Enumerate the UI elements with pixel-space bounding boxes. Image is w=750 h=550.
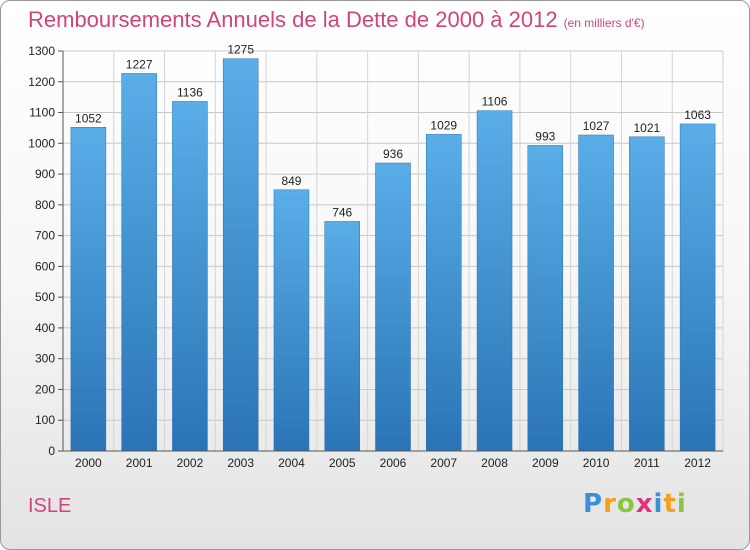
value-label-2001: 1227 xyxy=(126,57,153,71)
bar-2012 xyxy=(679,123,716,452)
value-label-2012: 1063 xyxy=(684,108,711,122)
x-tick-label-2003: 2003 xyxy=(227,456,254,470)
y-tick-label: 800 xyxy=(35,198,55,212)
x-tick-label-2009: 2009 xyxy=(532,456,559,470)
x-tick-label-2005: 2005 xyxy=(329,456,356,470)
bar-2009 xyxy=(527,145,564,452)
y-tick-label: 1200 xyxy=(28,75,55,89)
value-label-2009: 993 xyxy=(535,129,555,143)
bar-2001 xyxy=(121,73,157,452)
y-tick-label: 500 xyxy=(35,290,55,304)
y-tick-label: 400 xyxy=(35,321,55,335)
y-tick-label: 1000 xyxy=(28,136,55,150)
x-tick-label-2000: 2000 xyxy=(75,456,102,470)
y-tick-label: 300 xyxy=(35,352,55,366)
y-tick-label: 600 xyxy=(35,259,55,273)
y-tick-label: 200 xyxy=(35,382,55,396)
bar-2010 xyxy=(578,134,614,452)
value-label-2003: 1275 xyxy=(227,43,254,57)
bar-2006 xyxy=(375,162,411,452)
value-label-2006: 936 xyxy=(383,147,403,161)
bar-2011 xyxy=(629,136,665,452)
unit-text: (en milliers d'€) xyxy=(563,16,645,30)
bar-2007 xyxy=(426,134,462,452)
x-tick-label-2002: 2002 xyxy=(177,456,204,470)
bar-2003 xyxy=(222,58,259,452)
y-tick-label: 700 xyxy=(35,229,55,243)
x-tick-label-2001: 2001 xyxy=(126,456,153,470)
bar-2002 xyxy=(172,101,208,452)
place-name: ISLE xyxy=(28,495,72,517)
x-tick-label-2007: 2007 xyxy=(430,456,457,470)
x-tick-label-2012: 2012 xyxy=(684,456,711,470)
value-label-2004: 849 xyxy=(281,174,301,188)
y-tick-label: 100 xyxy=(35,413,55,427)
value-label-2008: 1106 xyxy=(482,95,508,109)
bar-2000 xyxy=(70,127,107,452)
proxiti-logo: Proxiti xyxy=(583,489,687,519)
y-tick-label: 0 xyxy=(48,444,55,458)
bar-2008 xyxy=(476,110,513,452)
value-label-2010: 1027 xyxy=(583,119,610,133)
y-tick-label: 1300 xyxy=(28,44,55,58)
value-label-2000: 1052 xyxy=(75,111,102,125)
bar-2005 xyxy=(324,221,360,452)
value-label-2005: 746 xyxy=(332,205,352,219)
bar-2004 xyxy=(273,189,310,452)
y-tick-label: 1100 xyxy=(29,106,55,120)
title-text: Remboursements Annuels de la Dette de 20… xyxy=(28,7,558,32)
value-label-2007: 1029 xyxy=(430,118,457,132)
value-label-2002: 1136 xyxy=(177,85,203,99)
x-tick-label-2006: 2006 xyxy=(380,456,407,470)
x-tick-label-2004: 2004 xyxy=(278,456,305,470)
y-tick-label: 900 xyxy=(35,167,55,181)
x-tick-label-2010: 2010 xyxy=(583,456,610,470)
x-tick-label-2011: 2011 xyxy=(634,456,660,470)
chart-title: Remboursements Annuels de la Dette de 20… xyxy=(28,7,645,33)
x-tick-label-2008: 2008 xyxy=(481,456,508,470)
value-label-2011: 1021 xyxy=(633,121,660,135)
